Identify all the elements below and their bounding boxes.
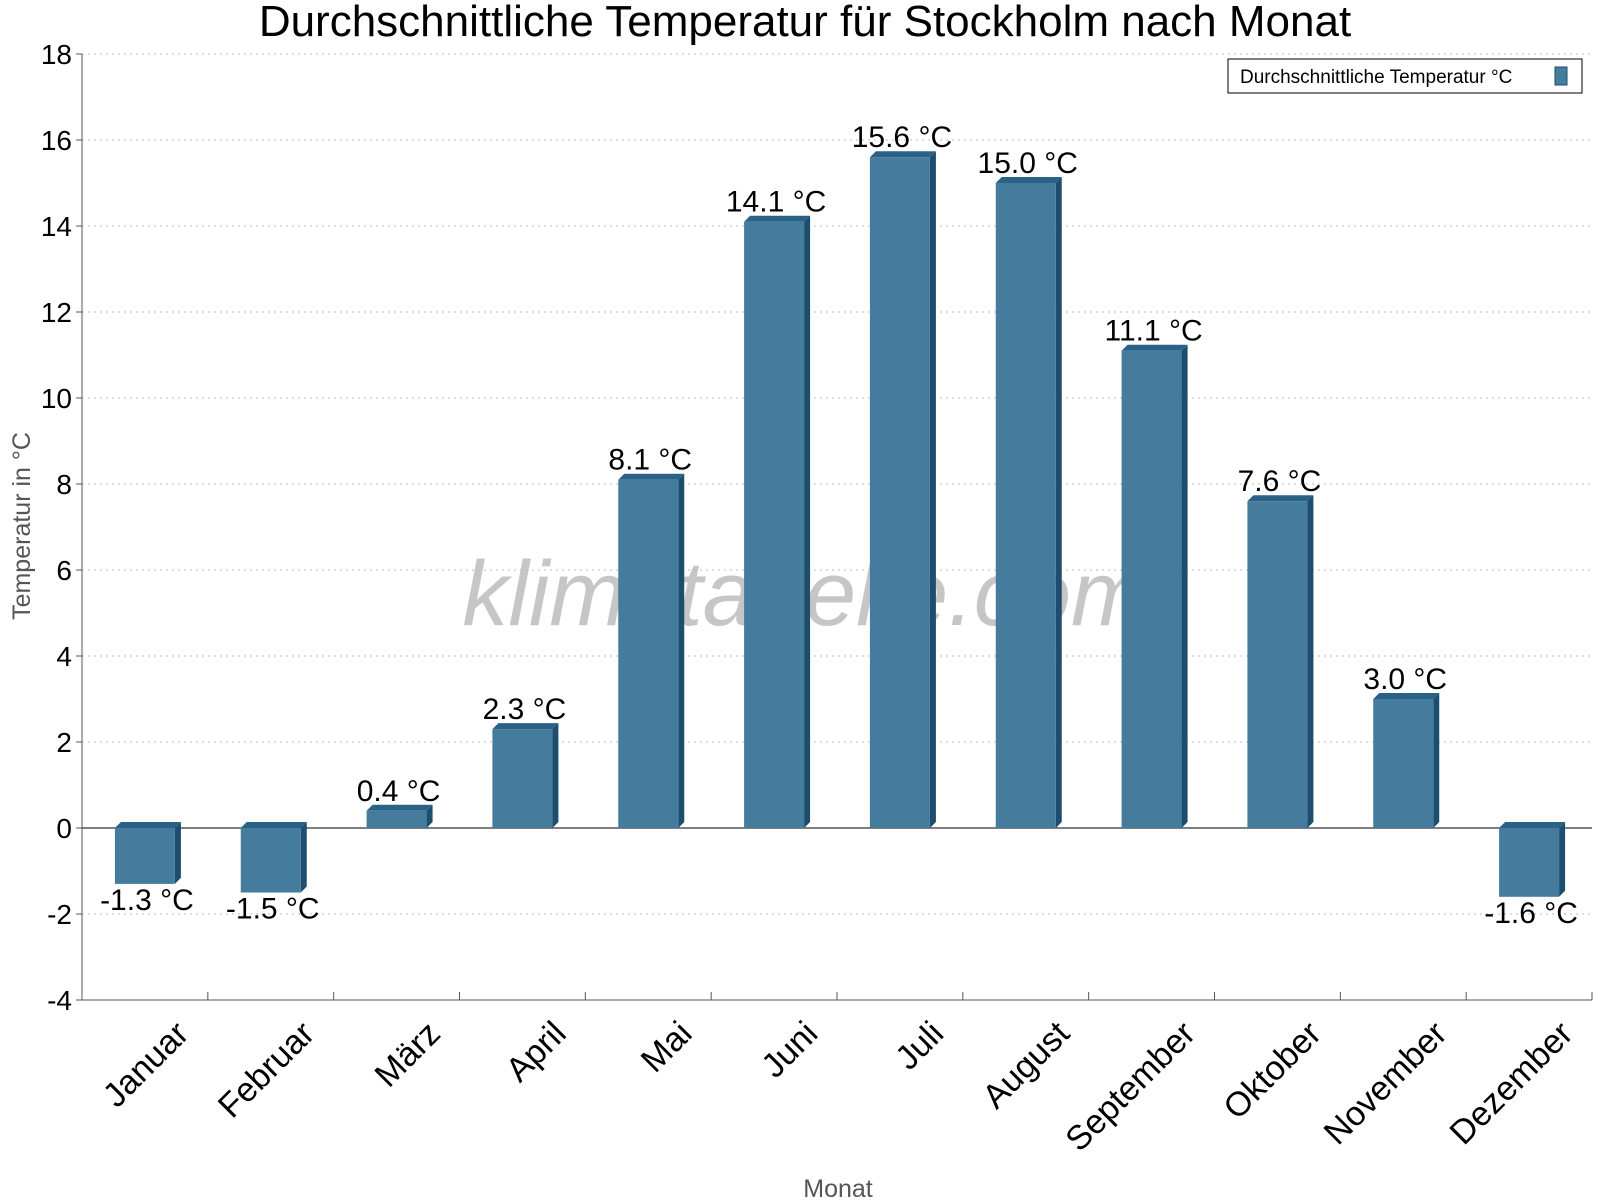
value-label: 15.6 °C bbox=[852, 121, 952, 154]
x-tick-labels: Januar Februar März April Mai Juni Juli AugustS… bbox=[96, 1014, 1581, 1159]
x-tick-label: Januar bbox=[96, 1014, 196, 1114]
bar-side bbox=[300, 822, 307, 893]
chart-title: Durchschnittliche Temperatur für Stockho… bbox=[259, 0, 1351, 46]
bar-mai bbox=[618, 473, 685, 828]
y-tick-label: 14 bbox=[41, 211, 72, 242]
bar-februar bbox=[240, 822, 307, 893]
bar-top bbox=[1121, 344, 1188, 351]
y-tick-label: 6 bbox=[56, 555, 72, 586]
bar-top bbox=[1373, 693, 1440, 699]
y-tick-label: 10 bbox=[41, 383, 72, 414]
x-tick-label: Juli bbox=[888, 1014, 951, 1077]
y-tick-label: 16 bbox=[41, 125, 72, 156]
axes: -4 -2 0 2 4 6 8 10 12 14 16 18 bbox=[41, 39, 1593, 1016]
bar-juni bbox=[744, 215, 811, 828]
bar-märz bbox=[366, 804, 433, 828]
value-labels: -1.3 °C -1.5 °C 0.4 °C 2.3 °C 8.1 °C 14.1 °C 1… bbox=[100, 121, 1578, 930]
bar-top bbox=[1499, 822, 1566, 828]
value-label: -1.6 °C bbox=[1484, 897, 1578, 930]
x-axis-title: Monat bbox=[803, 1175, 873, 1200]
value-label: 15.0 °C bbox=[978, 147, 1078, 180]
value-label: 0.4 °C bbox=[357, 775, 441, 808]
bar-april bbox=[492, 723, 559, 828]
bar-side bbox=[1433, 693, 1440, 828]
bar-front bbox=[618, 479, 679, 828]
value-label: 3.0 °C bbox=[1363, 663, 1447, 696]
bar-dezember bbox=[1499, 822, 1566, 897]
bar-top bbox=[1247, 495, 1314, 502]
bar-november bbox=[1373, 693, 1440, 828]
bar-top bbox=[492, 723, 559, 730]
bar-front bbox=[995, 183, 1056, 828]
y-tick-label: -2 bbox=[47, 899, 72, 930]
bar-side bbox=[426, 804, 433, 828]
x-tick-label: November bbox=[1317, 1014, 1455, 1152]
value-label: -1.5 °C bbox=[226, 893, 320, 926]
bar-top bbox=[744, 215, 811, 222]
bar-top bbox=[618, 473, 685, 480]
bar-front bbox=[1499, 828, 1560, 897]
bar-side bbox=[1181, 344, 1188, 828]
bar-oktober bbox=[1247, 495, 1314, 828]
bar-top bbox=[240, 822, 307, 828]
bar-juli bbox=[869, 151, 936, 828]
y-tick-label: 18 bbox=[41, 39, 72, 70]
bar-front bbox=[1373, 699, 1434, 828]
bar-side bbox=[929, 151, 936, 828]
gridlines bbox=[82, 53, 1592, 1001]
y-tick-label: 12 bbox=[41, 297, 72, 328]
bar-front bbox=[366, 810, 427, 828]
x-tick-label: Oktober bbox=[1216, 1014, 1328, 1126]
y-tick-label: 0 bbox=[56, 813, 72, 844]
bar-top bbox=[114, 822, 181, 828]
bars bbox=[114, 151, 1566, 897]
bar-august bbox=[995, 177, 1062, 828]
legend-box bbox=[1227, 58, 1583, 94]
bar-side bbox=[552, 723, 559, 828]
bar-front bbox=[492, 729, 553, 828]
y-axis-title: Temperatur in °C bbox=[8, 432, 36, 620]
bar-side bbox=[1307, 495, 1314, 828]
value-label: 14.1 °C bbox=[726, 186, 826, 219]
bar-side bbox=[678, 473, 685, 828]
bar-top bbox=[869, 151, 936, 158]
legend-swatch bbox=[1554, 66, 1568, 86]
x-tick-label: Mai bbox=[634, 1014, 700, 1080]
bar-side bbox=[804, 215, 811, 828]
legend: Durchschnittliche Temperatur °C bbox=[1227, 58, 1583, 94]
value-label: -1.3 °C bbox=[100, 884, 194, 917]
y-tick-label: 4 bbox=[56, 641, 72, 672]
bar-front bbox=[869, 157, 930, 828]
x-tick-label: Dezember bbox=[1443, 1014, 1581, 1152]
x-tick-label: Juni bbox=[754, 1014, 825, 1085]
bar-front bbox=[1121, 350, 1182, 828]
x-tick-label: August bbox=[975, 1014, 1077, 1116]
bar-side bbox=[1055, 177, 1062, 828]
value-label: 11.1 °C bbox=[1104, 315, 1202, 348]
x-tick-label: März bbox=[367, 1014, 447, 1094]
y-tick-label: -4 bbox=[47, 985, 72, 1016]
bar-side bbox=[1559, 822, 1566, 897]
y-tick-label: 8 bbox=[56, 469, 72, 500]
legend-entry-label: Durchschnittliche Temperatur °C bbox=[1240, 67, 1512, 88]
value-label: 7.6 °C bbox=[1238, 465, 1322, 498]
y-tick-label: 2 bbox=[56, 727, 72, 758]
bar-september bbox=[1121, 344, 1188, 828]
bar-top bbox=[366, 804, 433, 811]
bar-top bbox=[995, 177, 1062, 183]
bar-front bbox=[114, 828, 175, 884]
x-tick-label: Februar bbox=[211, 1014, 322, 1125]
bar-januar bbox=[114, 822, 181, 884]
value-label: 2.3 °C bbox=[483, 693, 567, 726]
bar-front bbox=[1247, 501, 1308, 828]
x-tick-label: September bbox=[1058, 1014, 1202, 1158]
x-tick-label: April bbox=[499, 1014, 574, 1089]
bar-front bbox=[744, 221, 805, 828]
value-label: 8.1 °C bbox=[608, 444, 692, 477]
bar-side bbox=[174, 822, 181, 884]
bar-front bbox=[240, 828, 301, 893]
